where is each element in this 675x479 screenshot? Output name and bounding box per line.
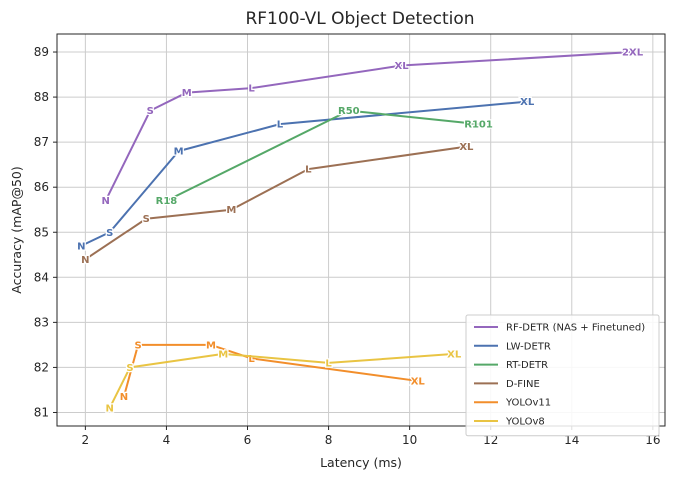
- point-label: N: [81, 255, 89, 266]
- point-label: L: [305, 165, 312, 176]
- y-tick-label: 86: [34, 180, 49, 194]
- y-tick-label: 87: [34, 135, 49, 149]
- legend-entry: D-FINE: [506, 379, 540, 390]
- point-label: M: [218, 349, 228, 360]
- point-label: L: [277, 120, 284, 131]
- series-line: [84, 145, 467, 261]
- point-label: L: [248, 84, 255, 95]
- y-tick-label: 81: [34, 405, 49, 419]
- y-axis-title: Accuracy (mAP@50): [9, 166, 24, 293]
- point-label: XL: [411, 376, 426, 387]
- point-label: R18: [156, 196, 178, 207]
- legend-entry: YOLOv11: [505, 398, 551, 409]
- y-tick-label: 88: [34, 90, 49, 104]
- point-label: L: [325, 358, 332, 369]
- point-label: R101: [464, 120, 493, 131]
- legend-entry: RT-DETR: [506, 360, 548, 371]
- legend-entry: LW-DETR: [506, 341, 551, 352]
- point-label: S: [143, 214, 150, 225]
- point-label: S: [126, 363, 133, 374]
- series-line: [80, 100, 528, 247]
- y-tick-label: 84: [34, 270, 49, 284]
- point-label: M: [174, 147, 184, 158]
- series-d-fine: N S M L XL: [80, 141, 475, 267]
- y-tick-label: 83: [34, 315, 49, 329]
- x-tick-label: 2: [82, 433, 90, 447]
- x-tick-label: 6: [244, 433, 252, 447]
- series-yolov11: N S M L XL: [118, 339, 426, 404]
- point-label: M: [182, 88, 192, 99]
- x-axis-title: Latency (ms): [320, 455, 402, 470]
- point-label: XL: [459, 142, 474, 153]
- series-line: [104, 51, 633, 202]
- x-tick-label: 12: [483, 433, 498, 447]
- x-tick-label: 14: [564, 433, 579, 447]
- series-line: [165, 109, 479, 202]
- point-label: XL: [447, 349, 462, 360]
- point-label: S: [147, 106, 154, 117]
- series-line: [108, 352, 455, 409]
- point-label: M: [206, 340, 216, 351]
- x-tick-label: 10: [402, 433, 417, 447]
- x-tick-label: 8: [325, 433, 333, 447]
- point-label: R50: [338, 106, 360, 117]
- axis-ticks: 2 4 6 8 10 12 14 16 81 82 83 84 85 86 87 88 89: [34, 45, 661, 447]
- y-tick-label: 82: [34, 360, 49, 374]
- point-label: S: [106, 228, 113, 239]
- x-tick-label: 4: [163, 433, 171, 447]
- y-tick-label: 89: [34, 45, 49, 59]
- series-yolov8: N S M L XL: [104, 348, 463, 416]
- point-label: N: [77, 241, 85, 252]
- point-label: XL: [520, 97, 535, 108]
- point-label: 2XL: [622, 48, 644, 59]
- series-rf-detr-nas-finetuned: N S M L XL 2XL: [100, 46, 645, 208]
- grid-lines: [57, 34, 665, 426]
- point-label: N: [101, 196, 109, 207]
- y-tick-label: 85: [34, 225, 49, 239]
- plot-frame: [56, 33, 666, 427]
- legend-box: [465, 314, 660, 437]
- legend-entry: YOLOv8: [505, 417, 545, 428]
- point-label: N: [106, 403, 114, 414]
- point-label: L: [248, 354, 255, 365]
- point-label: XL: [394, 61, 409, 72]
- series-line: [122, 343, 418, 397]
- legend-entry: RF-DETR (NAS + Finetuned): [506, 323, 645, 334]
- point-label: M: [226, 205, 236, 216]
- series-group: N S M L XL 2XL N S M L XL R18 R50 R101 N S M L XL N S M L XL N S M…: [76, 46, 645, 416]
- point-label: N: [120, 392, 128, 403]
- series-rt-detr: R18 R50 R101: [154, 105, 494, 209]
- point-label: S: [134, 340, 141, 351]
- chart-title: RF100-VL Object Detection: [245, 9, 474, 29]
- legend: RF-DETR (NAS + Finetuned) LW-DETR RT-DETR D…: [465, 314, 660, 437]
- x-tick-label: 16: [645, 433, 660, 447]
- series-lw-detr: N S M L XL: [76, 96, 536, 254]
